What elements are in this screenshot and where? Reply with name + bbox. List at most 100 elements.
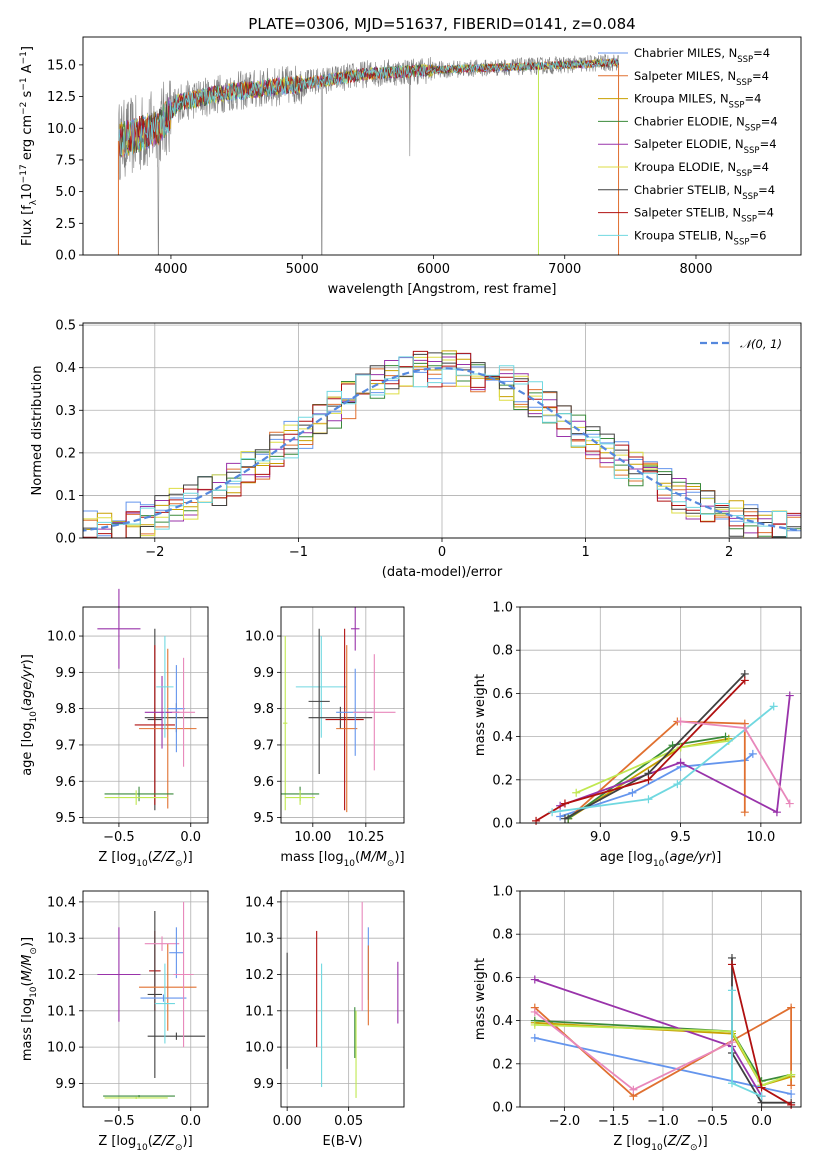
y-tick-label: 9.5 bbox=[253, 811, 274, 826]
errorbar-point bbox=[336, 645, 358, 813]
legend-label: Kroupa STELIB, NSSP=6 bbox=[634, 228, 766, 247]
weight-marker bbox=[676, 758, 685, 767]
x-tick-label: 10.0 bbox=[746, 830, 775, 845]
y-tick-label: 9.8 bbox=[253, 702, 274, 717]
x-tick-label: −2.0 bbox=[549, 1114, 581, 1129]
spectrum-title: PLATE=0306, MJD=51637, FIBERID=0141, z=0… bbox=[248, 15, 635, 33]
y-tick-label: 0.2 bbox=[492, 773, 513, 788]
y-tick-label: 0.0 bbox=[492, 817, 513, 832]
errorbar-point bbox=[173, 901, 194, 1048]
legend-label: Salpeter MILES, NSSP=4 bbox=[634, 69, 769, 88]
residual-histograms bbox=[83, 350, 801, 538]
spectrum-axes: 4000 5000 6000 7000 8000 0.0 2.5 5.0 7.5 10.0 12.5… bbox=[47, 58, 712, 277]
errorbar-point bbox=[169, 927, 184, 979]
weight-marker bbox=[757, 1092, 766, 1101]
y-tick-label: 9.9 bbox=[55, 666, 76, 681]
weight_vs_Z-lines bbox=[530, 953, 796, 1109]
weight-marker bbox=[532, 816, 541, 825]
legend-label: Salpeter STELIB, NSSP=4 bbox=[634, 206, 774, 225]
weight-series bbox=[530, 1007, 736, 1094]
x-tick-label: −0.5 bbox=[103, 830, 135, 845]
ebv-errorbars bbox=[286, 901, 399, 1098]
y-tick-label: 10.3 bbox=[245, 932, 274, 947]
y-tick-label: 10.0 bbox=[245, 1041, 274, 1056]
weight-marker bbox=[721, 732, 730, 741]
mass_vs_Z-axes: −0.5 0.0 9.9 10.0 10.1 10.2 10.3 10.4 bbox=[47, 891, 208, 1129]
y-tick-label: 0.2 bbox=[492, 1057, 513, 1072]
x-tick-label: −1.5 bbox=[598, 1114, 630, 1129]
y-tick-label: 10.2 bbox=[245, 968, 274, 983]
x-tick-label: 0.00 bbox=[273, 1114, 302, 1129]
y-axis-label: Flux [fλ10−17 erg cm−2 s−1 A−1] bbox=[19, 46, 39, 246]
axes-frame bbox=[82, 36, 802, 256]
weight-marker bbox=[644, 795, 653, 804]
errorbar-point bbox=[308, 628, 330, 774]
weight-marker bbox=[560, 799, 569, 808]
y-tick-label: 0.0 bbox=[492, 1101, 513, 1116]
weight-marker bbox=[727, 1038, 736, 1047]
y-axis-label: mass [log10(M/M⊙)] bbox=[20, 937, 39, 1061]
weight-marker bbox=[673, 780, 682, 789]
weight-marker bbox=[787, 1003, 796, 1012]
weight-marker bbox=[787, 1070, 796, 1079]
x-tick-label: 10.25 bbox=[347, 830, 384, 845]
y-tick-label: 0.0 bbox=[55, 532, 76, 547]
x-tick-label: 6000 bbox=[417, 262, 450, 277]
y-tick-label: 10.2 bbox=[47, 968, 76, 983]
y-tick-label: 10.0 bbox=[47, 122, 76, 137]
x-axis-label: Z [log10(Z/Z⊙)] bbox=[98, 850, 192, 869]
y-tick-label: 10.0 bbox=[245, 630, 274, 645]
ebv-axes: 0.00 0.05 9.9 10.0 10.1 10.2 10.3 10.4 bbox=[245, 891, 404, 1129]
y-tick-label: 0.8 bbox=[492, 928, 513, 943]
weight-series bbox=[564, 732, 730, 823]
y-axis-label: mass weight bbox=[473, 958, 488, 1040]
errorbar-point bbox=[97, 927, 141, 1022]
y-tick-label: 9.6 bbox=[55, 775, 76, 790]
y-tick-label: 0.8 bbox=[492, 644, 513, 659]
y-tick-label: 1.0 bbox=[492, 601, 513, 616]
weight-marker bbox=[548, 808, 557, 817]
age_vs_Z-axes: −0.5 0.0 9.5 9.6 9.7 9.8 9.9 10.0 bbox=[47, 607, 208, 845]
weight-marker bbox=[740, 676, 749, 685]
errorbar-point bbox=[283, 636, 288, 811]
x-tick-label: 5000 bbox=[286, 262, 319, 277]
x-tick-label: 2 bbox=[725, 545, 733, 560]
y-tick-label: 10.0 bbox=[47, 1041, 76, 1056]
axes-frame bbox=[280, 890, 405, 1108]
y-axis-label: mass weight bbox=[473, 674, 488, 756]
errorbar-point bbox=[104, 790, 168, 805]
errorbar-point bbox=[308, 706, 373, 729]
weight-marker bbox=[748, 749, 757, 758]
errorbar-point bbox=[285, 790, 315, 805]
y-tick-label: 10.3 bbox=[47, 932, 76, 947]
errorbar-point bbox=[104, 1096, 168, 1100]
x-axis-label: Z [log10(Z/Z⊙)] bbox=[613, 1134, 707, 1153]
errorbar-point bbox=[139, 648, 197, 809]
weight-marker bbox=[769, 702, 778, 711]
weight-series bbox=[676, 717, 794, 808]
weight-marker bbox=[787, 1090, 796, 1099]
y-tick-label: 15.0 bbox=[47, 58, 76, 73]
x-tick-label: 4000 bbox=[154, 262, 187, 277]
y-tick-label: 9.5 bbox=[55, 811, 76, 826]
residual-histogram bbox=[83, 356, 801, 538]
errorbar-point bbox=[140, 994, 187, 1002]
errorbar-point bbox=[139, 943, 197, 1031]
axes-frame bbox=[519, 606, 802, 824]
y-tick-label: 2.5 bbox=[55, 217, 76, 232]
x-tick-label: 10.00 bbox=[294, 830, 331, 845]
weight-marker bbox=[572, 788, 581, 797]
residual-histogram bbox=[83, 356, 801, 538]
axes-frame bbox=[519, 890, 802, 1108]
weight_vs_age-axes: 9.0 9.5 10.0 0.0 0.2 0.4 0.6 0.8 1.0 bbox=[492, 601, 801, 845]
y-tick-label: 0.1 bbox=[55, 489, 76, 504]
weight-marker bbox=[530, 975, 539, 984]
errorbar-point bbox=[350, 607, 360, 651]
y-tick-label: 10.4 bbox=[47, 895, 76, 910]
x-axis-label: mass [log10(M/M⊙)] bbox=[280, 850, 404, 869]
weight-marker bbox=[560, 814, 569, 823]
axes-frame bbox=[82, 890, 209, 1108]
errorbar-point bbox=[353, 654, 396, 771]
weight-series bbox=[556, 749, 757, 821]
